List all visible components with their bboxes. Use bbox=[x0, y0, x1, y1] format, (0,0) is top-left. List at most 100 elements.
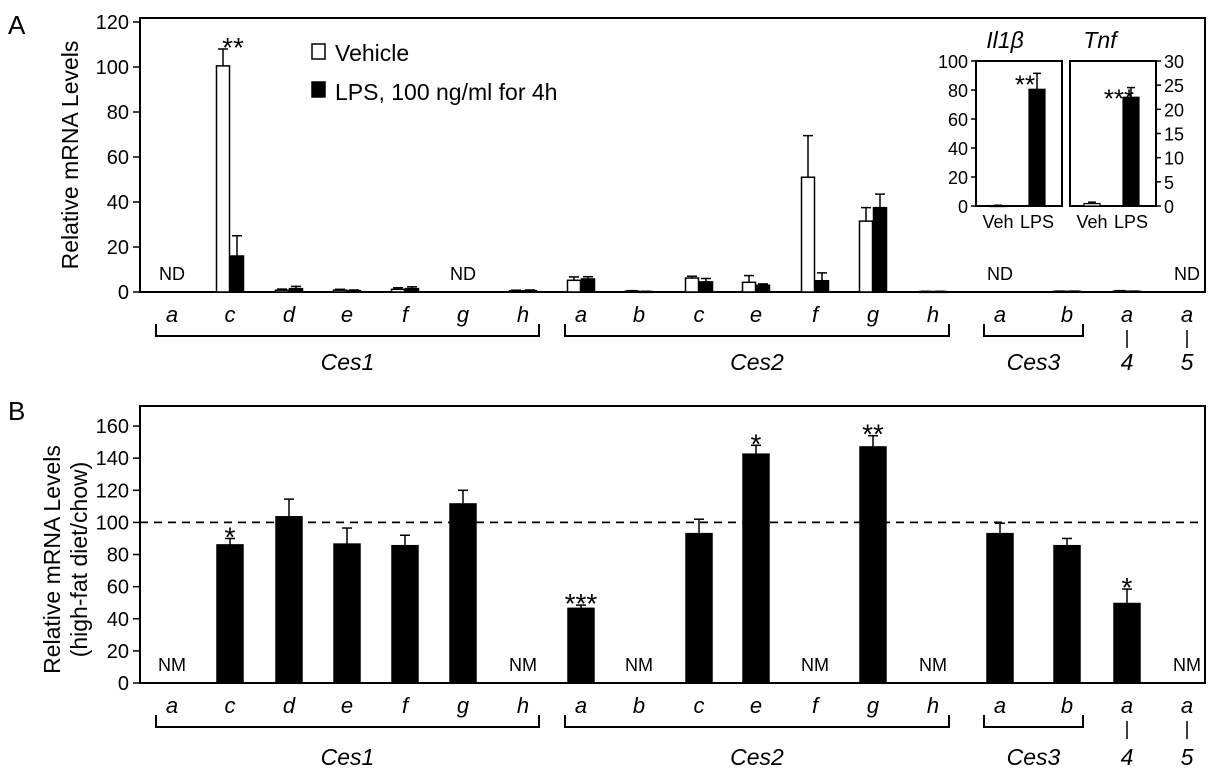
category-label-A: e bbox=[341, 302, 353, 327]
significance-mark-B: * bbox=[1122, 572, 1133, 603]
significance-mark-B: ** bbox=[862, 419, 884, 450]
not-detected-label-B: NM bbox=[919, 655, 947, 675]
category-label-B: c bbox=[225, 693, 236, 718]
not-detected-label-B: NM bbox=[158, 655, 186, 675]
group-label-B: Ces1 bbox=[321, 744, 375, 770]
bar-A-lps bbox=[229, 255, 245, 293]
inset-y-tick-label: 30 bbox=[1164, 52, 1184, 72]
bar-B-ratio bbox=[391, 544, 419, 684]
plot-frame-B bbox=[139, 405, 1206, 684]
y-tick-label-B: 80 bbox=[107, 545, 129, 567]
category-label-B: e bbox=[750, 693, 762, 718]
inset-y-tick-label: 15 bbox=[1164, 125, 1184, 145]
category-label-A: h bbox=[927, 302, 939, 327]
significance-mark-B: * bbox=[225, 521, 236, 552]
y-tick-label-B: 160 bbox=[96, 416, 129, 438]
y-tick-label-A: 60 bbox=[107, 147, 129, 169]
bar-B-ratio bbox=[742, 453, 770, 684]
bar-A-vehicle bbox=[566, 279, 582, 293]
group-bracket-A bbox=[983, 324, 1084, 337]
group-bracket-B bbox=[155, 715, 540, 728]
inset-significance-mark: *** bbox=[1104, 84, 1134, 114]
inset-bar bbox=[1028, 88, 1046, 207]
not-detected-label-A: ND bbox=[1174, 264, 1200, 284]
group-label-A: Ces2 bbox=[730, 349, 784, 375]
y-tick-label-B: 20 bbox=[107, 641, 129, 663]
bar-A-lps bbox=[755, 284, 771, 293]
y-tick-label-A: 80 bbox=[107, 102, 129, 124]
category-label-B: f bbox=[402, 693, 411, 718]
bar-B-ratio bbox=[567, 607, 595, 684]
legend-swatch-lps bbox=[311, 81, 326, 98]
bar-A-lps bbox=[872, 206, 888, 293]
category-label-A: a bbox=[1121, 302, 1133, 327]
y-tick-label-B: 0 bbox=[118, 673, 129, 695]
not-detected-label-B: NM bbox=[625, 655, 653, 675]
group-label-A: 5 bbox=[1181, 349, 1194, 375]
category-label-B: a bbox=[1181, 693, 1193, 718]
group-label-A: Ces1 bbox=[321, 349, 375, 375]
legend-swatch-vehicle bbox=[311, 43, 326, 60]
significance-mark-A: ** bbox=[222, 32, 244, 63]
category-label-A: a bbox=[166, 302, 178, 327]
category-label-A: a bbox=[575, 302, 587, 327]
y-tick-label-B: 60 bbox=[107, 577, 129, 599]
not-detected-label-A: ND bbox=[159, 264, 185, 284]
significance-mark-B: * bbox=[751, 428, 762, 459]
category-label-A: a bbox=[1181, 302, 1193, 327]
group-bracket-A bbox=[155, 324, 540, 337]
category-label-B: a bbox=[166, 693, 178, 718]
category-label-A: b bbox=[633, 302, 645, 327]
y-axis-label-B: (high-fat diet/chow) bbox=[66, 462, 92, 658]
y-tick-label-B: 140 bbox=[96, 448, 129, 470]
bar-A-vehicle bbox=[800, 176, 816, 293]
group-label-A: Ces3 bbox=[1007, 349, 1061, 375]
inset-y-tick-label: 100 bbox=[938, 52, 968, 72]
group-label-B: Ces3 bbox=[1007, 744, 1061, 770]
bar-B-ratio bbox=[1053, 544, 1081, 684]
category-label-A: g bbox=[457, 302, 470, 327]
category-label-B: a bbox=[994, 693, 1006, 718]
not-detected-label-A: ND bbox=[987, 264, 1013, 284]
bar-A-vehicle bbox=[741, 281, 757, 293]
category-label-A: e bbox=[750, 302, 762, 327]
group-bracket-A bbox=[564, 324, 950, 337]
bar-A-lps bbox=[288, 287, 304, 293]
not-detected-label-B: NM bbox=[1173, 655, 1201, 675]
inset-y-tick-label: 0 bbox=[958, 197, 968, 217]
category-label-B: g bbox=[457, 693, 470, 718]
inset-y-tick-label: 0 bbox=[1164, 197, 1174, 217]
category-label-A: b bbox=[1061, 302, 1073, 327]
inset-category-label: LPS bbox=[1114, 212, 1148, 232]
bar-B-ratio bbox=[333, 543, 361, 684]
category-label-B: a bbox=[1121, 693, 1133, 718]
y-axis-label-A: Relative mRNA Levels bbox=[57, 41, 83, 270]
inset-y-tick-label: 40 bbox=[948, 139, 968, 159]
category-label-A: f bbox=[812, 302, 821, 327]
legend-label-lps: LPS, 100 ng/ml for 4h bbox=[335, 79, 557, 105]
category-label-A: g bbox=[867, 302, 880, 327]
inset-y-tick-label: 60 bbox=[948, 110, 968, 130]
significance-mark-B: *** bbox=[565, 588, 598, 619]
bar-A-vehicle bbox=[858, 220, 874, 293]
inset-y-tick-label: 20 bbox=[1164, 100, 1184, 120]
category-label-A: c bbox=[225, 302, 236, 327]
inset-frame bbox=[975, 60, 1063, 207]
group-bracket-B bbox=[564, 715, 950, 728]
panel-label-A: A bbox=[8, 10, 26, 40]
bar-A-lps bbox=[580, 278, 596, 293]
category-label-B: c bbox=[694, 693, 705, 718]
y-tick-label-A: 0 bbox=[118, 282, 129, 304]
legend-label-vehicle: Vehicle bbox=[335, 40, 409, 66]
category-label-B: f bbox=[812, 693, 821, 718]
bar-B-ratio bbox=[986, 532, 1014, 684]
y-axis-label-B: Relative mRNA Levels bbox=[39, 445, 65, 674]
category-label-B: h bbox=[927, 693, 939, 718]
category-label-A: h bbox=[517, 302, 529, 327]
inset-bar bbox=[1083, 202, 1101, 207]
inset-title: Tnf bbox=[1083, 27, 1119, 53]
inset-category-label: Veh bbox=[982, 212, 1013, 232]
category-label-B: e bbox=[341, 693, 353, 718]
y-tick-label-A: 40 bbox=[107, 192, 129, 214]
